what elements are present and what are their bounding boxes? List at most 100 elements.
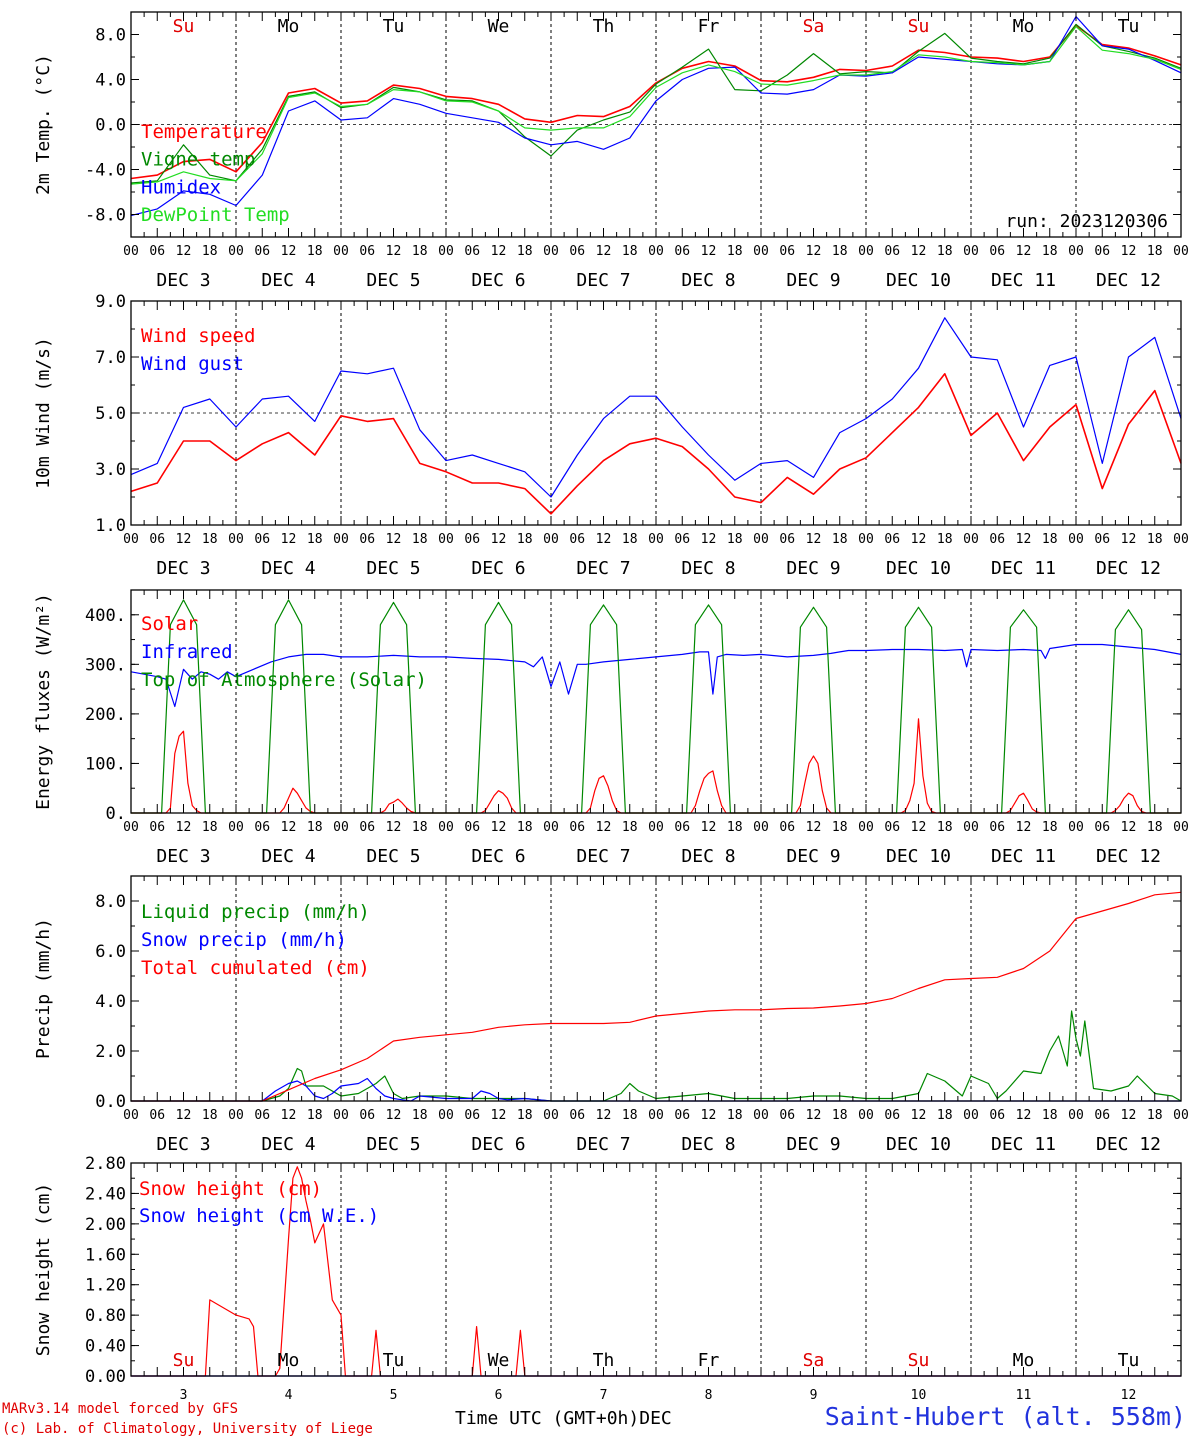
hour-tick-label: 06	[464, 532, 480, 547]
series-line	[131, 1166, 1181, 1377]
hour-tick-label: 12	[701, 820, 717, 835]
series-line	[130, 317, 1182, 498]
hour-tick-label: 12	[176, 244, 192, 259]
hour-tick-label: 00	[858, 244, 874, 259]
hour-tick-label: 12	[806, 1108, 822, 1123]
date-label: DEC 6	[471, 846, 525, 867]
hour-tick-label: 12	[491, 532, 507, 547]
hour-tick-label: 00	[123, 532, 139, 547]
y-tick-label: 200.	[85, 705, 126, 725]
hour-tick-label: 00	[123, 1108, 139, 1123]
hour-tick-label: 00	[543, 820, 559, 835]
y-tick-label: 2.80	[85, 1154, 126, 1174]
y-tick-label: 0.	[106, 804, 126, 824]
date-label: DEC 5	[366, 1134, 420, 1155]
legend-entry: Vigne temp	[141, 149, 255, 171]
series-line	[130, 26, 1182, 185]
hour-tick-label: 18	[517, 820, 533, 835]
hour-tick-label: 18	[622, 244, 638, 259]
hour-tick-label: 18	[622, 532, 638, 547]
weekday-label: Mo	[278, 16, 300, 37]
date-label: DEC 7	[576, 270, 630, 291]
hour-tick-label: 06	[779, 820, 795, 835]
date-label: DEC 6	[471, 270, 525, 291]
date-label: DEC 12	[1096, 846, 1161, 867]
hour-tick-label: 00	[228, 1108, 244, 1123]
hour-tick-label: 18	[307, 1108, 323, 1123]
series-line	[131, 1077, 1181, 1102]
legend-entry: Snow height (cm W.E.)	[139, 1205, 379, 1227]
hour-tick-label: 12	[911, 244, 927, 259]
weekday-label: Tu	[383, 1350, 405, 1371]
hour-tick-label: 06	[674, 244, 690, 259]
date-label: DEC 7	[576, 1134, 630, 1155]
hour-tick-label: 18	[202, 532, 218, 547]
date-label: DEC 3	[156, 270, 210, 291]
hour-tick-label: 06	[359, 1108, 375, 1123]
day-number-label: 5	[390, 1388, 398, 1403]
hour-tick-label: 18	[1042, 532, 1058, 547]
hour-tick-label: 00	[963, 532, 979, 547]
hour-tick-label: 18	[412, 244, 428, 259]
run-label: run: 2023120306	[1005, 211, 1168, 232]
hour-tick-label: 06	[359, 244, 375, 259]
y-axis-label: 10m Wind (m/s)	[33, 337, 54, 489]
hour-tick-label: 00	[333, 244, 349, 259]
date-label: DEC 7	[576, 846, 630, 867]
hour-tick-label: 18	[517, 532, 533, 547]
date-label: DEC 10	[886, 846, 951, 867]
hour-tick-label: 18	[202, 244, 218, 259]
day-number-label: 11	[1016, 1388, 1032, 1403]
weekday-label: Sa	[803, 1350, 825, 1371]
hour-tick-label: 12	[1121, 820, 1137, 835]
hour-tick-label: 18	[1147, 244, 1163, 259]
date-label: DEC 9	[786, 1134, 840, 1155]
hour-tick-label: 12	[491, 820, 507, 835]
weekday-label: Su	[173, 1350, 195, 1371]
y-tick-label: 5.0	[95, 404, 126, 424]
hour-tick-label: 06	[1094, 244, 1110, 259]
date-label: DEC 12	[1096, 558, 1161, 579]
hour-tick-label: 18	[727, 532, 743, 547]
hour-tick-label: 18	[1042, 1108, 1058, 1123]
hour-tick-label: 06	[254, 532, 270, 547]
hour-tick-label: 18	[517, 1108, 533, 1123]
weekday-label: Mo	[278, 1350, 300, 1371]
date-label: DEC 11	[991, 270, 1056, 291]
hour-tick-label: 18	[937, 820, 953, 835]
hour-tick-label: 00	[1173, 244, 1189, 259]
hour-tick-label: 12	[281, 244, 297, 259]
date-label: DEC 9	[786, 270, 840, 291]
hour-tick-label: 18	[832, 244, 848, 259]
y-tick-label: 1.20	[85, 1276, 126, 1296]
legend-entry: Total cumulated (cm)	[141, 957, 370, 979]
hour-tick-label: 00	[438, 1108, 454, 1123]
y-tick-label: 0.0	[95, 1092, 126, 1112]
hour-tick-label: 00	[228, 532, 244, 547]
hour-tick-label: 06	[989, 532, 1005, 547]
hour-tick-label: 18	[1042, 820, 1058, 835]
date-label: DEC 9	[786, 846, 840, 867]
hour-tick-label: 00	[1173, 1108, 1189, 1123]
y-tick-label: 9.0	[95, 292, 126, 312]
series-line	[130, 643, 1182, 708]
y-tick-label: 400.	[85, 606, 126, 626]
hour-tick-label: 18	[832, 1108, 848, 1123]
hour-tick-label: 00	[753, 1108, 769, 1123]
lab-credit: (c) Lab. of Climatology, University of L…	[2, 1421, 373, 1437]
hour-tick-label: 12	[281, 820, 297, 835]
hour-tick-label: 00	[333, 820, 349, 835]
hour-tick-label: 12	[1016, 820, 1032, 835]
hour-tick-label: 12	[701, 244, 717, 259]
hour-tick-label: 18	[202, 1108, 218, 1123]
day-number-label: 8	[705, 1388, 713, 1403]
date-label: DEC 10	[886, 558, 951, 579]
hour-tick-label: 12	[701, 532, 717, 547]
day-number-label: 3	[180, 1388, 188, 1403]
y-axis-label: 2m Temp. (°C)	[33, 54, 54, 195]
hour-tick-label: 18	[727, 244, 743, 259]
hour-tick-label: 18	[517, 244, 533, 259]
hour-tick-label: 12	[911, 532, 927, 547]
legend-entry: Wind speed	[141, 325, 255, 347]
